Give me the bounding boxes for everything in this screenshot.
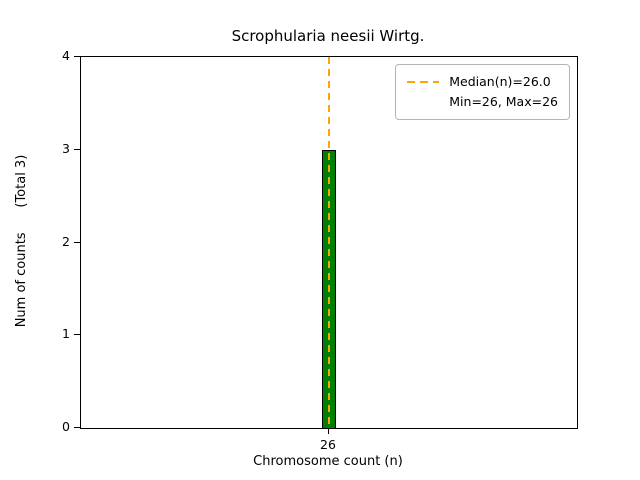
y-tick-label: 0	[62, 419, 70, 434]
legend-entry-median: Median(n)=26.0	[407, 72, 558, 92]
y-tick-mark	[74, 56, 80, 57]
legend-median-label: Median(n)=26.0	[449, 74, 551, 89]
y-tick-mark	[74, 148, 80, 150]
y-axis-label: Num of counts (Total 3)	[14, 154, 29, 328]
legend-entry-minmax: Min=26, Max=26	[407, 92, 558, 112]
x-tick-mark	[328, 428, 329, 434]
legend-spacer	[407, 102, 449, 103]
chart-title: Scrophularia neesii Wirtg.	[231, 27, 425, 45]
median-dash-icon	[407, 81, 440, 83]
x-tick-label: 26	[320, 437, 336, 452]
plot-area: Median(n)=26.0 Min=26, Max=26	[80, 56, 578, 429]
x-axis-label: Chromosome count (n)	[253, 454, 403, 469]
y-tick-label: 4	[62, 48, 70, 63]
y-tick-mark	[74, 241, 80, 243]
y-tick-label: 2	[62, 233, 70, 249]
y-tick-mark	[74, 334, 80, 336]
legend: Median(n)=26.0 Min=26, Max=26	[395, 64, 570, 120]
y-tick-mark	[74, 427, 80, 428]
y-tick-label: 1	[62, 326, 70, 342]
legend-minmax-label: Min=26, Max=26	[449, 94, 558, 109]
median-line	[328, 57, 330, 428]
y-tick-label: 3	[62, 140, 70, 156]
